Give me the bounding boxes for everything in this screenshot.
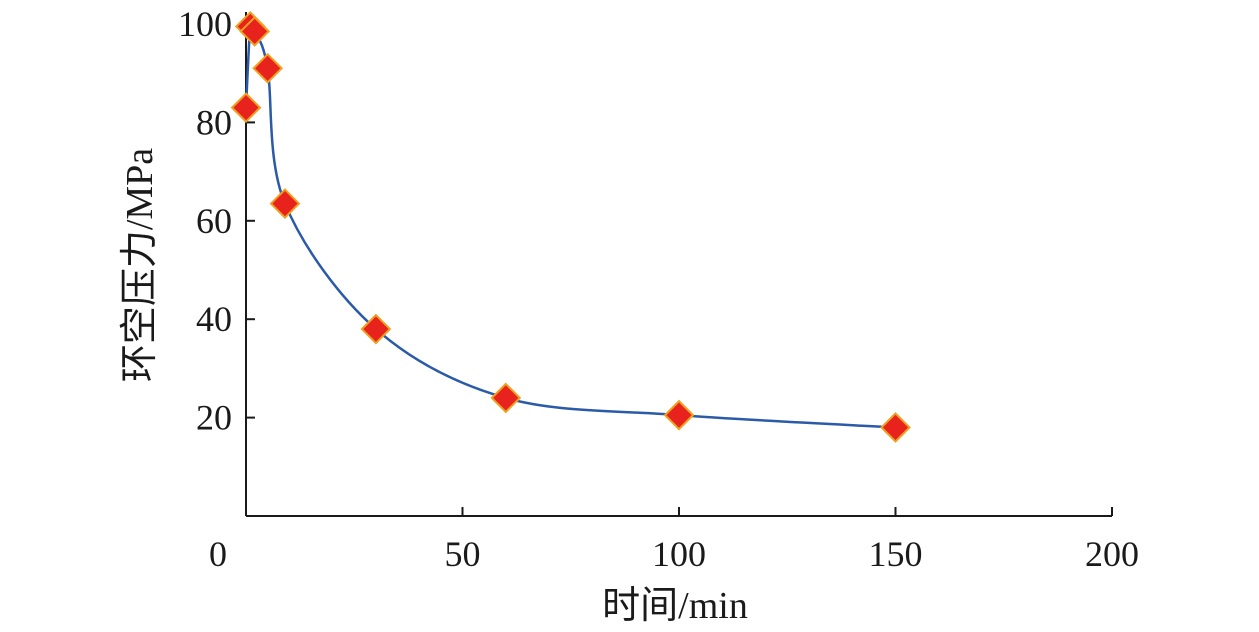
data-point	[360, 313, 392, 345]
y-tick-label: 40	[196, 299, 232, 339]
axes	[245, 12, 1113, 517]
x-tick-label: 0	[209, 534, 227, 574]
x-tick-label: 50	[445, 534, 481, 574]
data-point	[269, 188, 301, 219]
data-point	[880, 412, 911, 443]
x-tick-label: 200	[1085, 534, 1139, 574]
fit-curve	[244, 19, 896, 429]
y-axis-title: 环空压力/MPa	[119, 148, 161, 382]
data-point	[490, 382, 522, 414]
y-tick-label: 20	[196, 398, 232, 438]
y-tick-label: 60	[196, 201, 232, 241]
fit-curve-layer	[244, 19, 896, 429]
marker-layer	[230, 11, 911, 443]
x-axis-title: 时间/min	[602, 585, 748, 627]
data-point	[663, 399, 695, 431]
x-tick-label: 150	[869, 534, 923, 574]
x-tick-label: 100	[652, 534, 706, 574]
y-tick-label: 80	[196, 102, 232, 142]
data-point	[252, 52, 284, 84]
tick-label-layer: 0 50 100 150 200 20 40 60 80 100	[178, 4, 1139, 574]
data-point	[239, 15, 271, 47]
data-point	[230, 92, 262, 124]
y-tick-label: 100	[178, 4, 232, 44]
